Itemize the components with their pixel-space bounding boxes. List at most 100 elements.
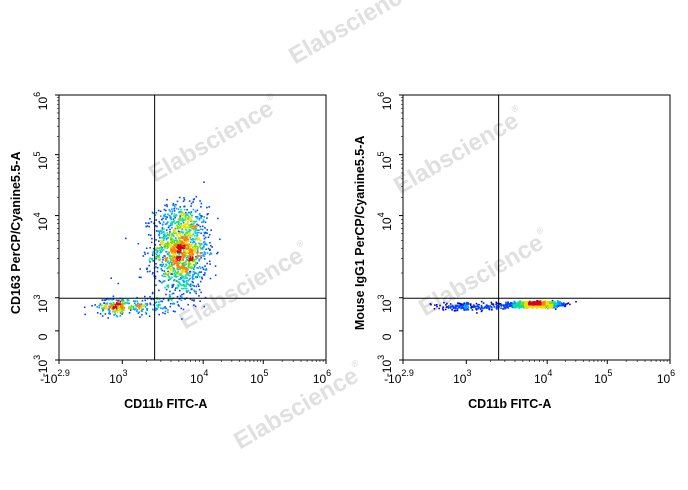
event-dot xyxy=(149,261,151,263)
event-dot xyxy=(128,307,130,310)
event-dot xyxy=(178,196,181,199)
event-dot xyxy=(193,285,196,287)
event-dot xyxy=(160,250,162,253)
event-dot xyxy=(188,254,191,257)
event-dot xyxy=(113,305,115,308)
event-dot xyxy=(163,307,165,309)
event-dot xyxy=(162,233,165,236)
event-dot xyxy=(208,233,211,236)
event-dot xyxy=(194,265,196,267)
event-dot xyxy=(201,255,203,257)
event-dot xyxy=(183,213,186,215)
event-dot xyxy=(168,234,171,237)
event-dot xyxy=(202,268,205,271)
event-dot xyxy=(194,229,196,231)
event-dot xyxy=(185,244,187,246)
event-dot xyxy=(166,261,169,263)
event-dot xyxy=(199,252,202,255)
event-dot xyxy=(179,240,181,243)
event-dot xyxy=(117,305,119,308)
event-dot xyxy=(531,307,534,310)
event-dot xyxy=(451,304,454,307)
event-dot xyxy=(569,303,571,306)
event-dot xyxy=(182,252,184,254)
event-dot xyxy=(159,300,162,303)
event-dot xyxy=(165,238,168,241)
event-dot xyxy=(149,257,151,260)
event-dot xyxy=(188,232,190,234)
event-dot xyxy=(130,307,132,310)
event-dot xyxy=(163,208,166,211)
event-dot xyxy=(192,208,195,211)
event-dot xyxy=(180,231,183,233)
event-dot xyxy=(192,273,194,276)
event-dot xyxy=(171,251,173,254)
event-dot xyxy=(176,264,178,267)
event-dot xyxy=(160,215,162,217)
event-dot xyxy=(148,315,151,317)
event-dot xyxy=(149,234,152,237)
event-dot xyxy=(174,261,177,263)
event-dot xyxy=(547,301,549,304)
event-dot xyxy=(172,259,174,261)
y-tick-label: 105 xyxy=(376,151,394,169)
event-dot xyxy=(104,305,106,308)
event-dot xyxy=(532,301,535,303)
event-dot xyxy=(180,299,183,302)
event-dot xyxy=(159,236,161,239)
event-dot xyxy=(547,303,549,305)
event-dot xyxy=(524,304,526,307)
event-dot xyxy=(152,260,154,262)
event-dot xyxy=(555,308,557,310)
event-dot xyxy=(138,305,140,307)
event-dot xyxy=(189,226,191,229)
event-dot xyxy=(178,219,181,221)
event-dot xyxy=(521,301,523,303)
event-dot xyxy=(178,259,181,262)
event-dot xyxy=(178,262,181,265)
event-dot xyxy=(146,308,148,310)
event-dot xyxy=(155,307,158,310)
event-dot xyxy=(209,277,212,280)
event-dot xyxy=(202,274,205,276)
event-dot xyxy=(460,303,463,306)
event-dot xyxy=(174,242,176,245)
event-dot xyxy=(445,306,448,308)
event-dot xyxy=(524,307,526,309)
event-dot xyxy=(537,303,539,306)
event-dot xyxy=(138,303,141,306)
event-dot xyxy=(174,246,177,248)
event-dot xyxy=(518,305,520,308)
event-dot xyxy=(206,206,208,209)
event-dot xyxy=(168,254,171,257)
event-dot xyxy=(178,256,180,258)
y-tick-label: 103 xyxy=(32,295,50,313)
event-dot xyxy=(112,295,115,298)
event-dot xyxy=(194,250,197,252)
event-dot xyxy=(560,302,563,304)
event-dot xyxy=(183,280,186,283)
event-dot xyxy=(205,248,207,251)
x-axis-title: CD11b FITC-A xyxy=(468,397,551,411)
event-dot xyxy=(166,267,168,270)
event-dot xyxy=(196,209,199,212)
event-dot xyxy=(156,256,158,259)
event-dot xyxy=(140,276,142,279)
event-dot xyxy=(122,304,124,306)
event-dot xyxy=(171,241,173,244)
event-dot xyxy=(185,252,187,255)
event-dot xyxy=(558,302,561,304)
event-dot xyxy=(108,311,111,314)
event-dot xyxy=(534,306,537,308)
event-dot xyxy=(191,275,194,278)
event-dot xyxy=(161,224,164,226)
event-dot xyxy=(454,307,457,309)
event-dot xyxy=(177,220,180,223)
event-dot xyxy=(162,221,165,223)
event-dot xyxy=(171,257,173,260)
event-dot xyxy=(169,236,172,239)
event-dot xyxy=(205,268,208,270)
event-dot xyxy=(185,212,188,214)
event-dot xyxy=(191,288,193,290)
event-dot xyxy=(194,232,197,234)
